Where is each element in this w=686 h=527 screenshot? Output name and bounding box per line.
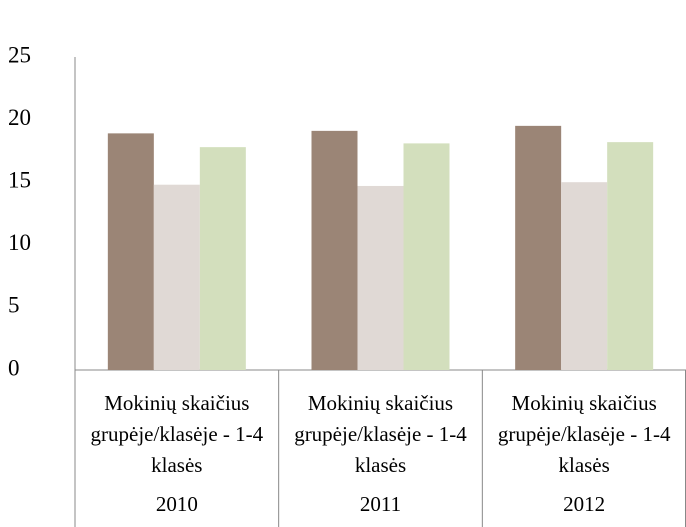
bar	[403, 143, 450, 370]
group-label: 2010	[156, 492, 198, 516]
y-tick-label: 10	[8, 230, 31, 255]
group-label: 2011	[360, 492, 401, 516]
category-label-box: Mokinių skaičius grupėje/klasėje - 1-4 k…	[294, 391, 467, 477]
bar	[153, 184, 200, 370]
y-tick-label: 15	[8, 167, 31, 192]
x-tick-label: Mokinių skaičius grupėje/klasėje - 1-4 k…	[90, 391, 264, 477]
bar	[561, 182, 608, 370]
y-tick-label: 25	[8, 42, 31, 67]
category-label-box: Mokinių skaičius grupėje/klasėje - 1-4 k…	[90, 391, 264, 477]
y-tick-label: 5	[8, 293, 20, 318]
x-tick-label: Mokinių skaičius grupėje/klasėje - 1-4 k…	[497, 391, 671, 477]
bar	[515, 125, 562, 370]
bar	[199, 147, 246, 370]
x-tick-label: Mokinių skaičius grupėje/klasėje - 1-4 k…	[294, 391, 467, 477]
bar	[311, 130, 358, 370]
bar	[107, 133, 154, 370]
y-tick-label: 20	[8, 105, 31, 130]
bar	[607, 142, 654, 370]
bar	[357, 185, 404, 370]
category-label-box: Mokinių skaičius grupėje/klasėje - 1-4 k…	[497, 391, 671, 477]
y-tick-label: 0	[8, 355, 20, 380]
group-label: 2012	[563, 492, 605, 516]
